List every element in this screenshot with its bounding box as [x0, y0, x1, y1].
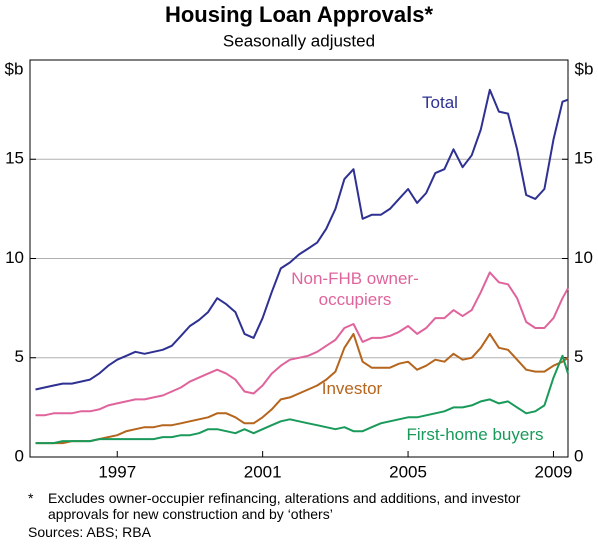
x-tick-label: 2005 [389, 462, 427, 481]
y2-tick-label: 5 [574, 347, 583, 366]
y2-tick-label: 10 [574, 248, 593, 267]
y-axis-label: $b [5, 59, 24, 78]
series-line [35, 354, 569, 445]
y2-tick-label: 0 [574, 446, 583, 465]
y-tick-label: 0 [15, 446, 24, 465]
x-tick-label: 2009 [535, 462, 573, 481]
plot-frame [29, 59, 569, 458]
series-label: First-home buyers [406, 425, 544, 444]
y-tick-label: 15 [5, 149, 24, 168]
footnote: Excludes owner-occupier refinancing, alt… [48, 490, 521, 522]
series-line [35, 88, 569, 391]
x-tick-label: 1997 [98, 462, 136, 481]
series-label: Investor [321, 379, 383, 398]
series-line [35, 332, 569, 445]
y-tick-label: 5 [15, 347, 24, 366]
y2-axis-label: $b [575, 59, 594, 78]
footnote-marker: * [28, 490, 34, 506]
series-label: Non-FHB owner-occupiers [291, 269, 419, 309]
y2-tick-label: 15 [574, 149, 593, 168]
series-line [35, 271, 569, 417]
chart-subtitle: Seasonally adjusted [223, 31, 375, 50]
chart-title: Housing Loan Approvals* [165, 2, 434, 27]
x-tick-label: 2001 [244, 462, 282, 481]
series-label: Total [422, 93, 458, 112]
y-tick-label: 10 [5, 248, 24, 267]
sources: Sources: ABS; RBA [28, 524, 151, 540]
